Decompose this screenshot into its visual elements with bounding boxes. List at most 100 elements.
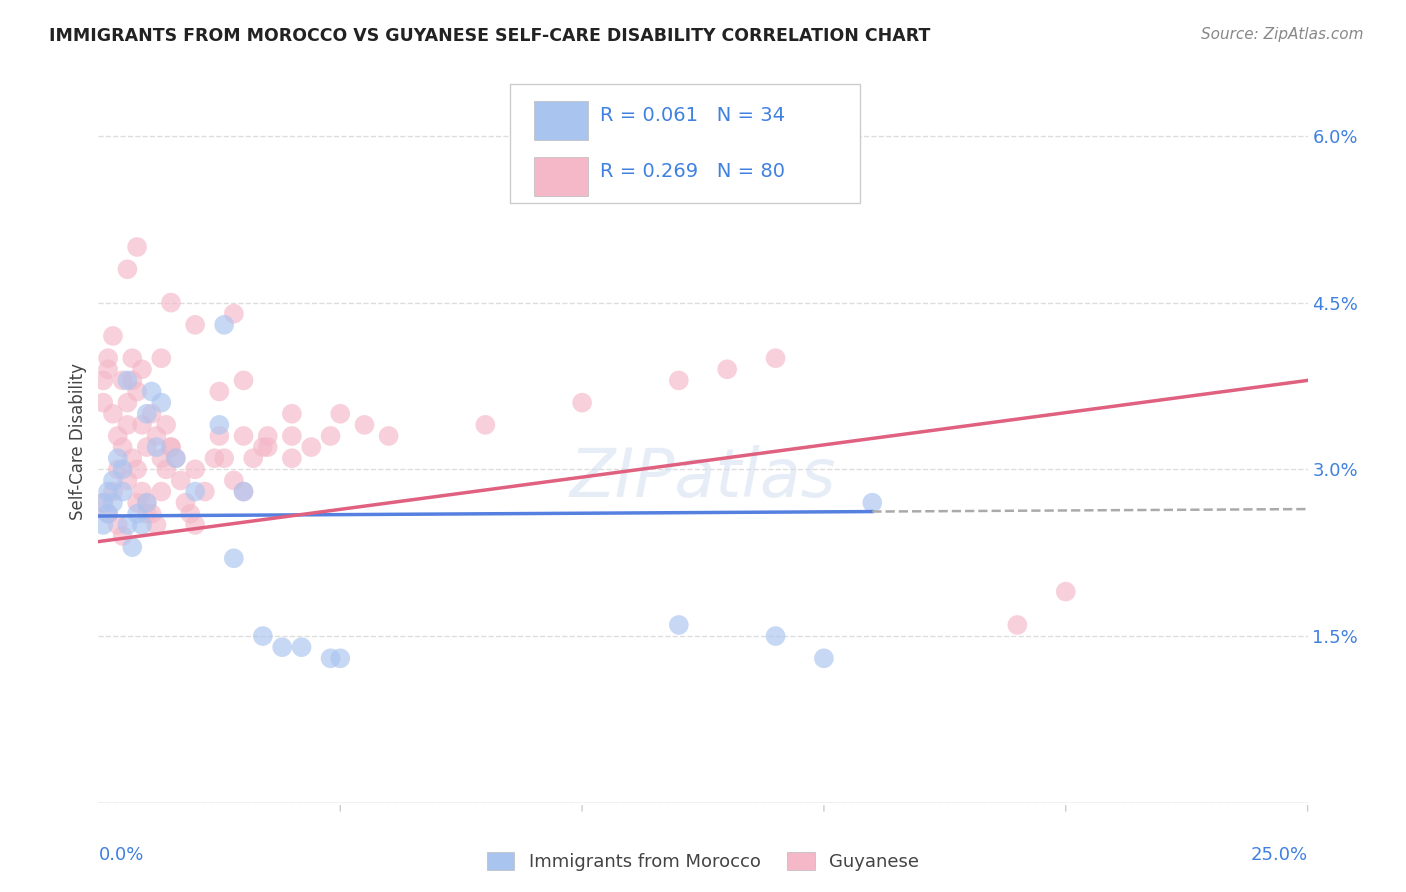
Point bbox=[135, 496, 157, 510]
Point bbox=[716, 362, 738, 376]
Point bbox=[160, 295, 183, 310]
Point bbox=[256, 440, 278, 454]
Text: ZIPatlas: ZIPatlas bbox=[569, 445, 837, 510]
Point bbox=[111, 462, 134, 476]
Point bbox=[117, 474, 139, 488]
Point bbox=[222, 474, 245, 488]
Point bbox=[141, 507, 163, 521]
Point bbox=[174, 496, 197, 510]
Point bbox=[131, 362, 153, 376]
Point bbox=[145, 429, 167, 443]
Point bbox=[165, 451, 187, 466]
Point bbox=[97, 362, 120, 376]
Point bbox=[145, 440, 167, 454]
Point bbox=[91, 517, 114, 532]
Point bbox=[150, 451, 173, 466]
Point bbox=[145, 517, 167, 532]
Point bbox=[212, 318, 235, 332]
Point bbox=[121, 540, 143, 554]
Y-axis label: Self-Care Disability: Self-Care Disability bbox=[69, 363, 87, 520]
Point bbox=[208, 384, 231, 399]
Point bbox=[127, 496, 149, 510]
Point bbox=[353, 417, 375, 432]
Point bbox=[281, 451, 304, 466]
Point bbox=[117, 517, 139, 532]
Point bbox=[208, 417, 231, 432]
Point bbox=[141, 384, 163, 399]
Point bbox=[571, 395, 593, 409]
Point bbox=[319, 429, 342, 443]
Point bbox=[107, 429, 129, 443]
Point bbox=[160, 440, 183, 454]
Text: IMMIGRANTS FROM MOROCCO VS GUYANESE SELF-CARE DISABILITY CORRELATION CHART: IMMIGRANTS FROM MOROCCO VS GUYANESE SELF… bbox=[49, 27, 931, 45]
Point bbox=[131, 517, 153, 532]
Text: R = 0.269   N = 80: R = 0.269 N = 80 bbox=[600, 162, 785, 181]
Point bbox=[101, 329, 124, 343]
Point bbox=[91, 496, 114, 510]
Point bbox=[101, 484, 124, 499]
Point bbox=[271, 640, 294, 655]
Point bbox=[135, 407, 157, 421]
Point bbox=[101, 496, 124, 510]
Point bbox=[135, 507, 157, 521]
Point bbox=[107, 517, 129, 532]
Point bbox=[194, 484, 217, 499]
Point bbox=[97, 351, 120, 366]
Point bbox=[117, 262, 139, 277]
Text: R = 0.061   N = 34: R = 0.061 N = 34 bbox=[600, 106, 785, 125]
Point bbox=[101, 474, 124, 488]
Point bbox=[91, 373, 114, 387]
Point bbox=[668, 373, 690, 387]
Point bbox=[813, 651, 835, 665]
Text: 25.0%: 25.0% bbox=[1250, 847, 1308, 864]
Point bbox=[232, 484, 254, 499]
Point bbox=[329, 651, 352, 665]
Point bbox=[111, 373, 134, 387]
Legend: Immigrants from Morocco, Guyanese: Immigrants from Morocco, Guyanese bbox=[479, 845, 927, 879]
Point bbox=[121, 451, 143, 466]
Point bbox=[208, 429, 231, 443]
Point bbox=[765, 351, 787, 366]
Point bbox=[155, 417, 177, 432]
Point bbox=[107, 462, 129, 476]
Point bbox=[242, 451, 264, 466]
Point bbox=[184, 517, 207, 532]
Point bbox=[91, 395, 114, 409]
Point bbox=[256, 429, 278, 443]
Point bbox=[204, 451, 226, 466]
Point bbox=[474, 417, 496, 432]
Point bbox=[252, 440, 274, 454]
Point bbox=[184, 318, 207, 332]
Point bbox=[212, 451, 235, 466]
Text: 0.0%: 0.0% bbox=[98, 847, 143, 864]
Point bbox=[232, 484, 254, 499]
Point bbox=[121, 373, 143, 387]
Point bbox=[131, 417, 153, 432]
Point bbox=[1054, 584, 1077, 599]
Point bbox=[107, 451, 129, 466]
Point bbox=[184, 462, 207, 476]
Point bbox=[127, 384, 149, 399]
Point bbox=[111, 440, 134, 454]
Point bbox=[232, 429, 254, 443]
Point bbox=[860, 496, 883, 510]
Point bbox=[184, 484, 207, 499]
Point bbox=[101, 407, 124, 421]
Point bbox=[329, 407, 352, 421]
Point bbox=[1007, 618, 1029, 632]
Point bbox=[127, 462, 149, 476]
Point bbox=[179, 507, 201, 521]
Point bbox=[155, 462, 177, 476]
Point bbox=[141, 407, 163, 421]
Point bbox=[127, 240, 149, 254]
Point bbox=[131, 484, 153, 499]
Bar bbox=[534, 101, 588, 140]
Point bbox=[117, 395, 139, 409]
Point bbox=[299, 440, 322, 454]
Point bbox=[121, 351, 143, 366]
Point bbox=[765, 629, 787, 643]
Point bbox=[160, 440, 183, 454]
Point bbox=[111, 484, 134, 499]
Point bbox=[281, 407, 304, 421]
Point bbox=[150, 395, 173, 409]
